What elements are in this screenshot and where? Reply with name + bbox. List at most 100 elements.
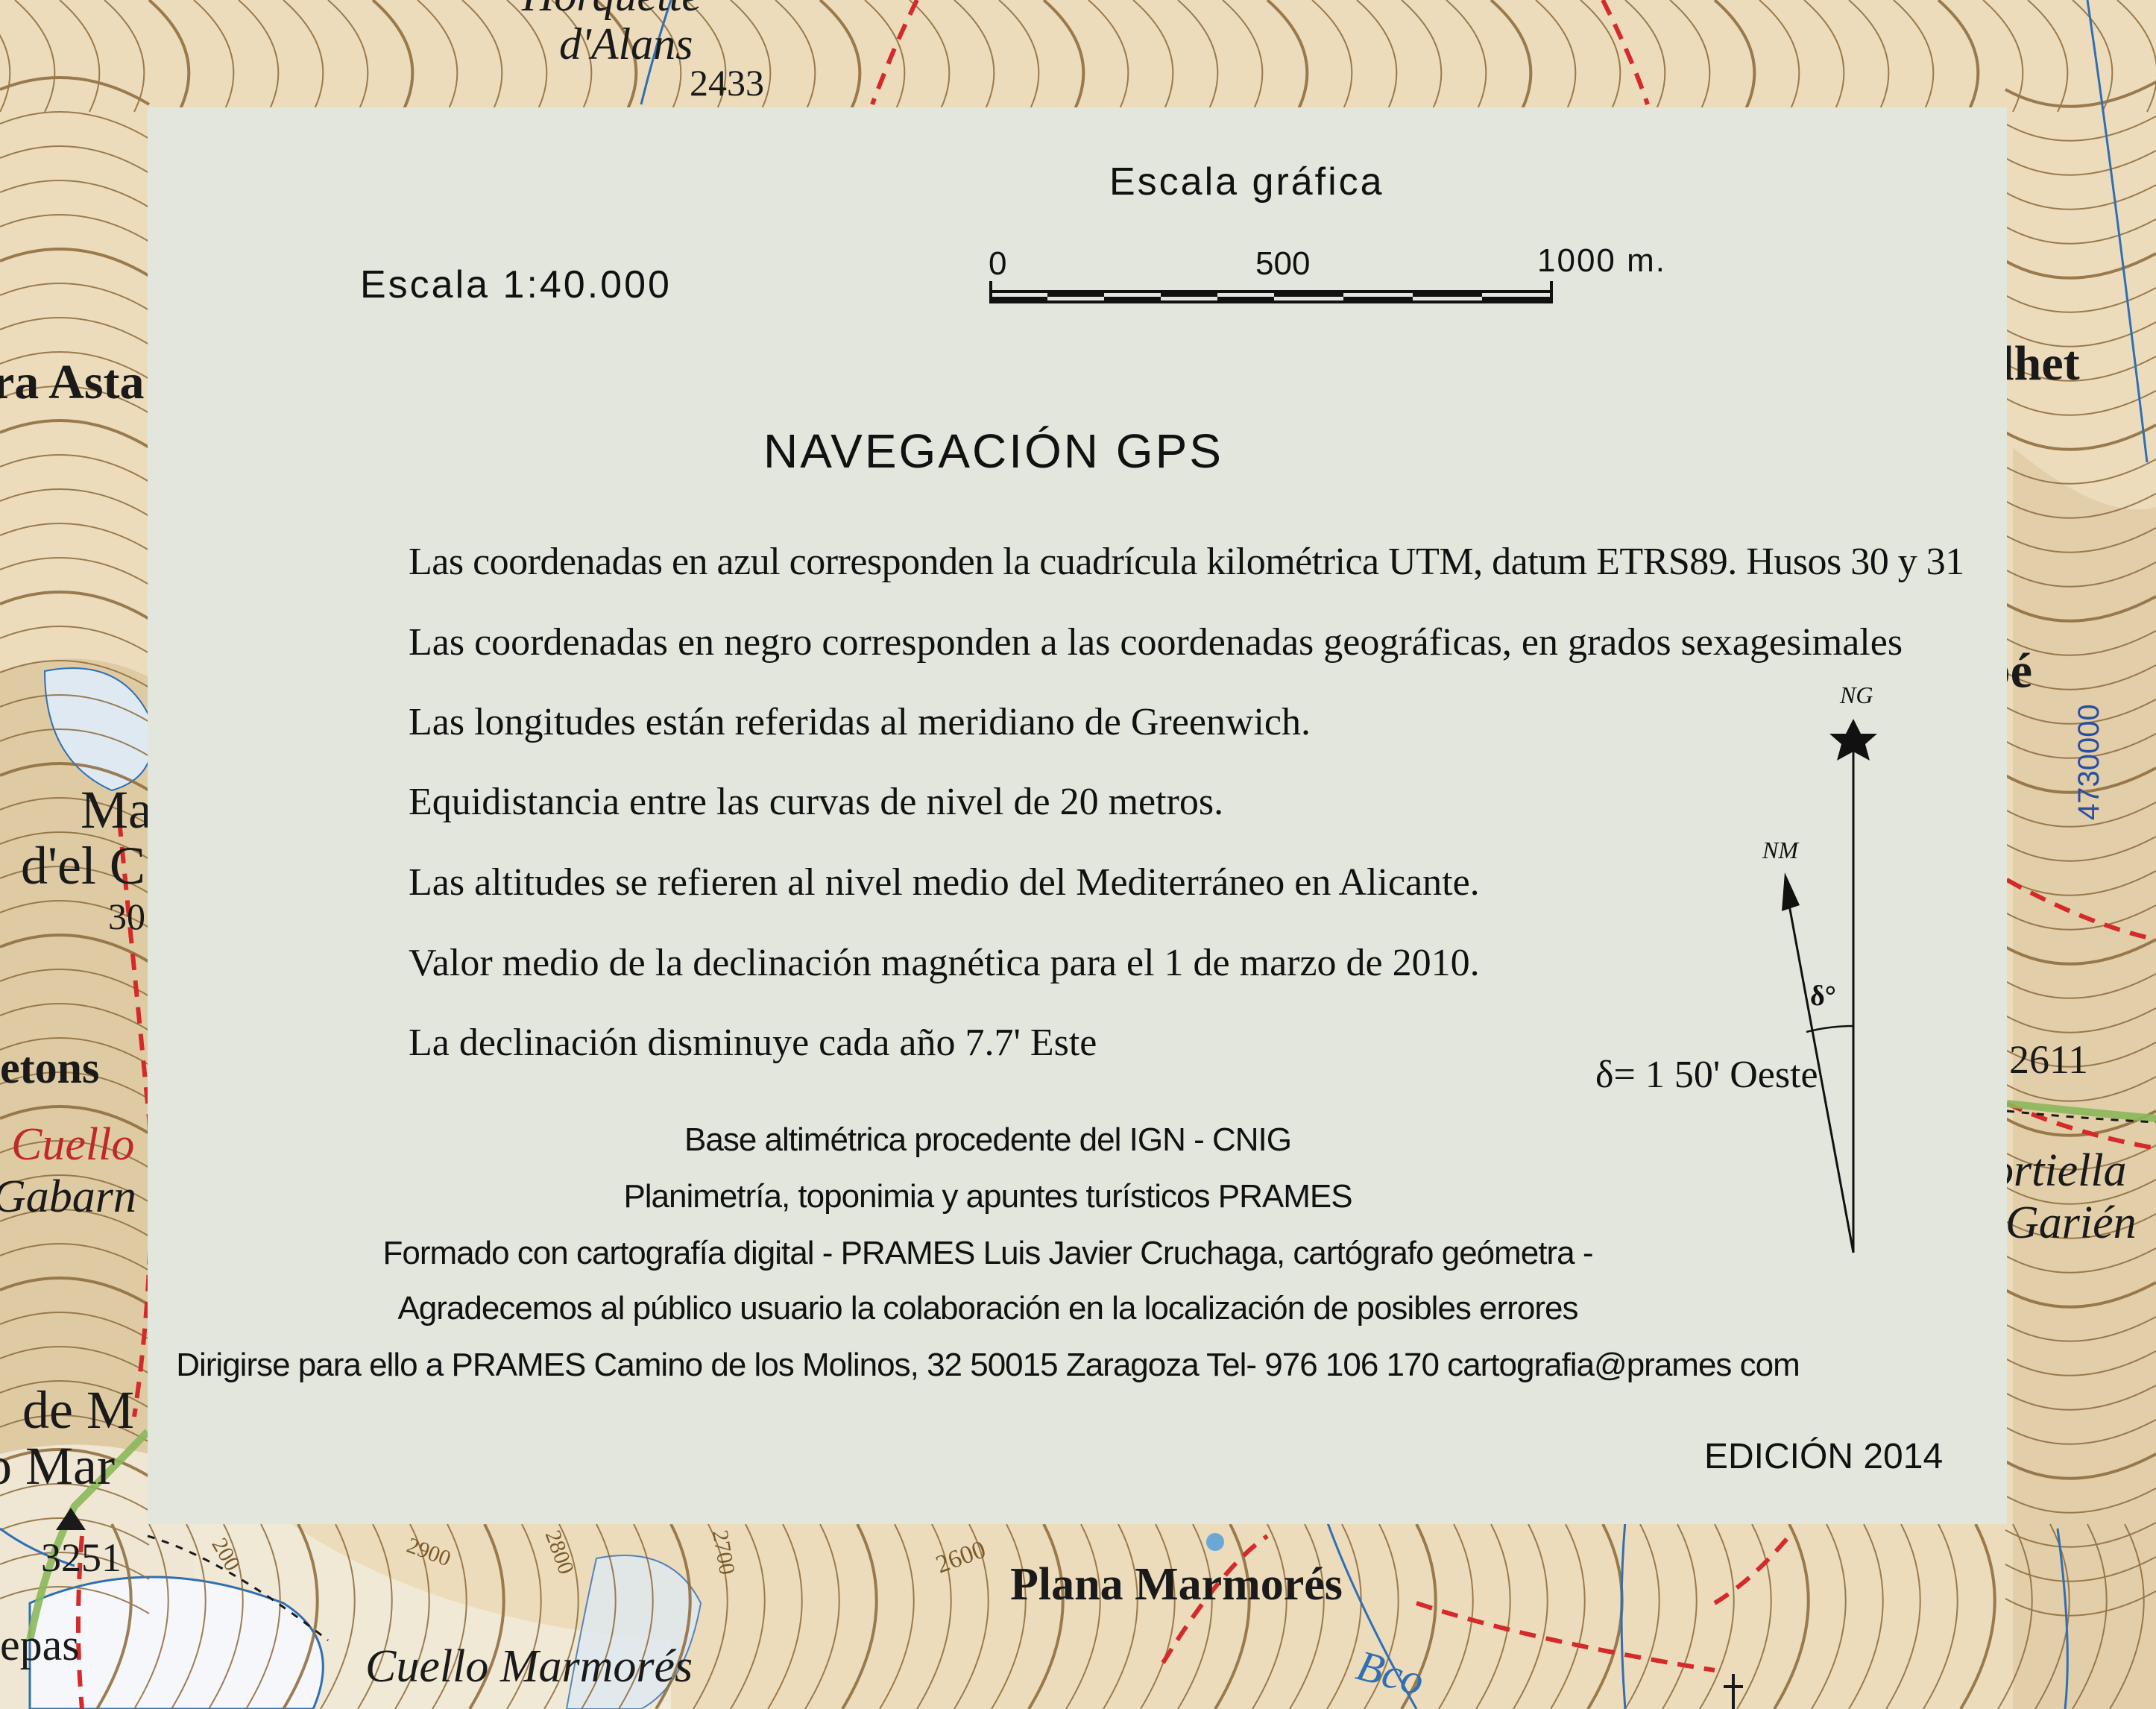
- contour-line: [59, 0, 101, 113]
- contour-line: [1222, 0, 1264, 113]
- contour-line: [2116, 0, 2156, 113]
- contour-line: [693, 1523, 728, 1709]
- contour-line: [991, 1523, 1027, 1709]
- contour-line: [0, 1552, 150, 1580]
- contour-line: [1773, 1523, 1810, 1709]
- contour-line: [0, 900, 150, 928]
- contour-line: [2005, 1350, 2156, 1376]
- map-label-cuello-marmores: Cuello Marmorés: [365, 1641, 693, 1692]
- contour-line: [0, 694, 150, 723]
- contour-line: [2005, 1522, 2156, 1548]
- map-label-etons: etons: [0, 1043, 100, 1092]
- contour-line: [171, 1523, 207, 1709]
- contour-line: [685, 0, 727, 113]
- contour-line: [2109, 1523, 2145, 1709]
- contour-line: [2005, 1110, 2156, 1137]
- contour-line: [2005, 767, 2156, 794]
- contour-line: [2005, 424, 2156, 451]
- contour-line: [506, 1523, 542, 1709]
- credit-altimetry: Base altimétrica procedente del IGN - CN…: [684, 1121, 1292, 1158]
- contour-line: [0, 1243, 150, 1271]
- contour-line: [2005, 1453, 2156, 1480]
- contour-line: [1624, 1523, 1660, 1709]
- credit-contact: Dirigirse para ello a PRAMES Camino de l…: [176, 1347, 1800, 1383]
- contour-line: [2005, 904, 2156, 931]
- map-label-ortiella: ortiella: [1990, 1145, 2127, 1196]
- map-elevation-3251: 3251: [41, 1535, 122, 1580]
- contour-line: [1475, 1523, 1511, 1709]
- contour-line: [1893, 0, 1935, 113]
- contour-line: [1848, 0, 1890, 113]
- contour-line: [1311, 0, 1353, 113]
- map-elevation-2611: 2611: [2009, 1037, 2088, 1082]
- contour-line: [1252, 1523, 1287, 1709]
- contour-line: [916, 1523, 952, 1709]
- contour-line: [2005, 1590, 2156, 1617]
- contour-line: [193, 0, 235, 113]
- contour-line: [327, 0, 369, 113]
- contour-line: [864, 0, 906, 113]
- contour-line: [0, 831, 150, 860]
- edition-label: EDICIÓN 2014: [1704, 1437, 1944, 1476]
- contour-line: [1140, 1523, 1176, 1709]
- scale-text: Escala 1:40.000: [360, 263, 672, 306]
- contour-line: [1356, 0, 1398, 113]
- contour-line: [0, 180, 150, 208]
- contour-line: [1177, 1523, 1213, 1709]
- contour-line: [1736, 1523, 1772, 1709]
- map-label-dalans: d'Alans: [559, 19, 693, 69]
- scale-tick-0: 0: [989, 245, 1007, 282]
- contour-line: [1438, 1523, 1474, 1709]
- contour-line: [0, 351, 150, 380]
- contour-line: [775, 0, 816, 113]
- chapel-icon: [1724, 1674, 1743, 1709]
- contour-line: [432, 1523, 467, 1709]
- contour-line: [2005, 81, 2156, 108]
- contour-line: [0, 969, 150, 997]
- contour-line: [1088, 0, 1129, 113]
- contour-line: [2072, 1523, 2108, 1709]
- contour-line: [0, 214, 150, 242]
- credit-cartography: Formado con cartografía digital - PRAMES…: [382, 1235, 1594, 1271]
- contour-line: [2005, 218, 2156, 245]
- contour-line: [0, 1140, 150, 1168]
- contour-line: [1401, 0, 1443, 113]
- scale-bar-title: Escala gráfica: [1109, 160, 1384, 204]
- contour-line: [0, 1483, 150, 1511]
- contour-line: [2005, 802, 2156, 828]
- contour-line: [2005, 630, 2156, 656]
- contour-line: [954, 0, 995, 113]
- note-declination-change: La declinación disminuye cada año 7.7' E…: [409, 1022, 1097, 1064]
- contour-line: [543, 1523, 579, 1709]
- contour-line: [0, 1037, 150, 1066]
- contour-line: [238, 0, 280, 113]
- contour-line: [133, 1523, 169, 1709]
- map-label-garien: Garién: [2005, 1197, 2137, 1248]
- note-greenwich: Las longitudes están referidas al meridi…: [409, 701, 1311, 743]
- contour-line: [909, 0, 951, 113]
- contour-line: [461, 0, 503, 113]
- contour-line: [804, 1523, 840, 1709]
- contour-line: [0, 866, 150, 894]
- note-utm: Las coordenadas en azul corresponden la …: [409, 541, 1964, 583]
- summit-triangle-icon: [56, 1508, 86, 1530]
- contour-line: [0, 762, 151, 792]
- contour-line: [148, 0, 191, 113]
- map-label-cuello: Cuello: [11, 1119, 135, 1170]
- contour-line: [1513, 1523, 1548, 1709]
- contour-line: [320, 1523, 356, 1709]
- contour-line: [2005, 321, 2156, 347]
- map-elevation-30: 30: [108, 896, 145, 937]
- contour-line: [2005, 938, 2156, 966]
- contour-line: [1624, 0, 1666, 113]
- contour-line: [730, 0, 772, 113]
- contour-line: [0, 523, 150, 551]
- contour-line: [0, 111, 150, 139]
- contour-line: [0, 419, 151, 449]
- contour-line: [417, 0, 458, 113]
- contour-line: [245, 1523, 281, 1709]
- contour-line: [1132, 0, 1174, 113]
- contour-line: [506, 0, 548, 113]
- map-label-del: d'el C: [21, 836, 145, 896]
- contour-line: [1699, 1523, 1735, 1709]
